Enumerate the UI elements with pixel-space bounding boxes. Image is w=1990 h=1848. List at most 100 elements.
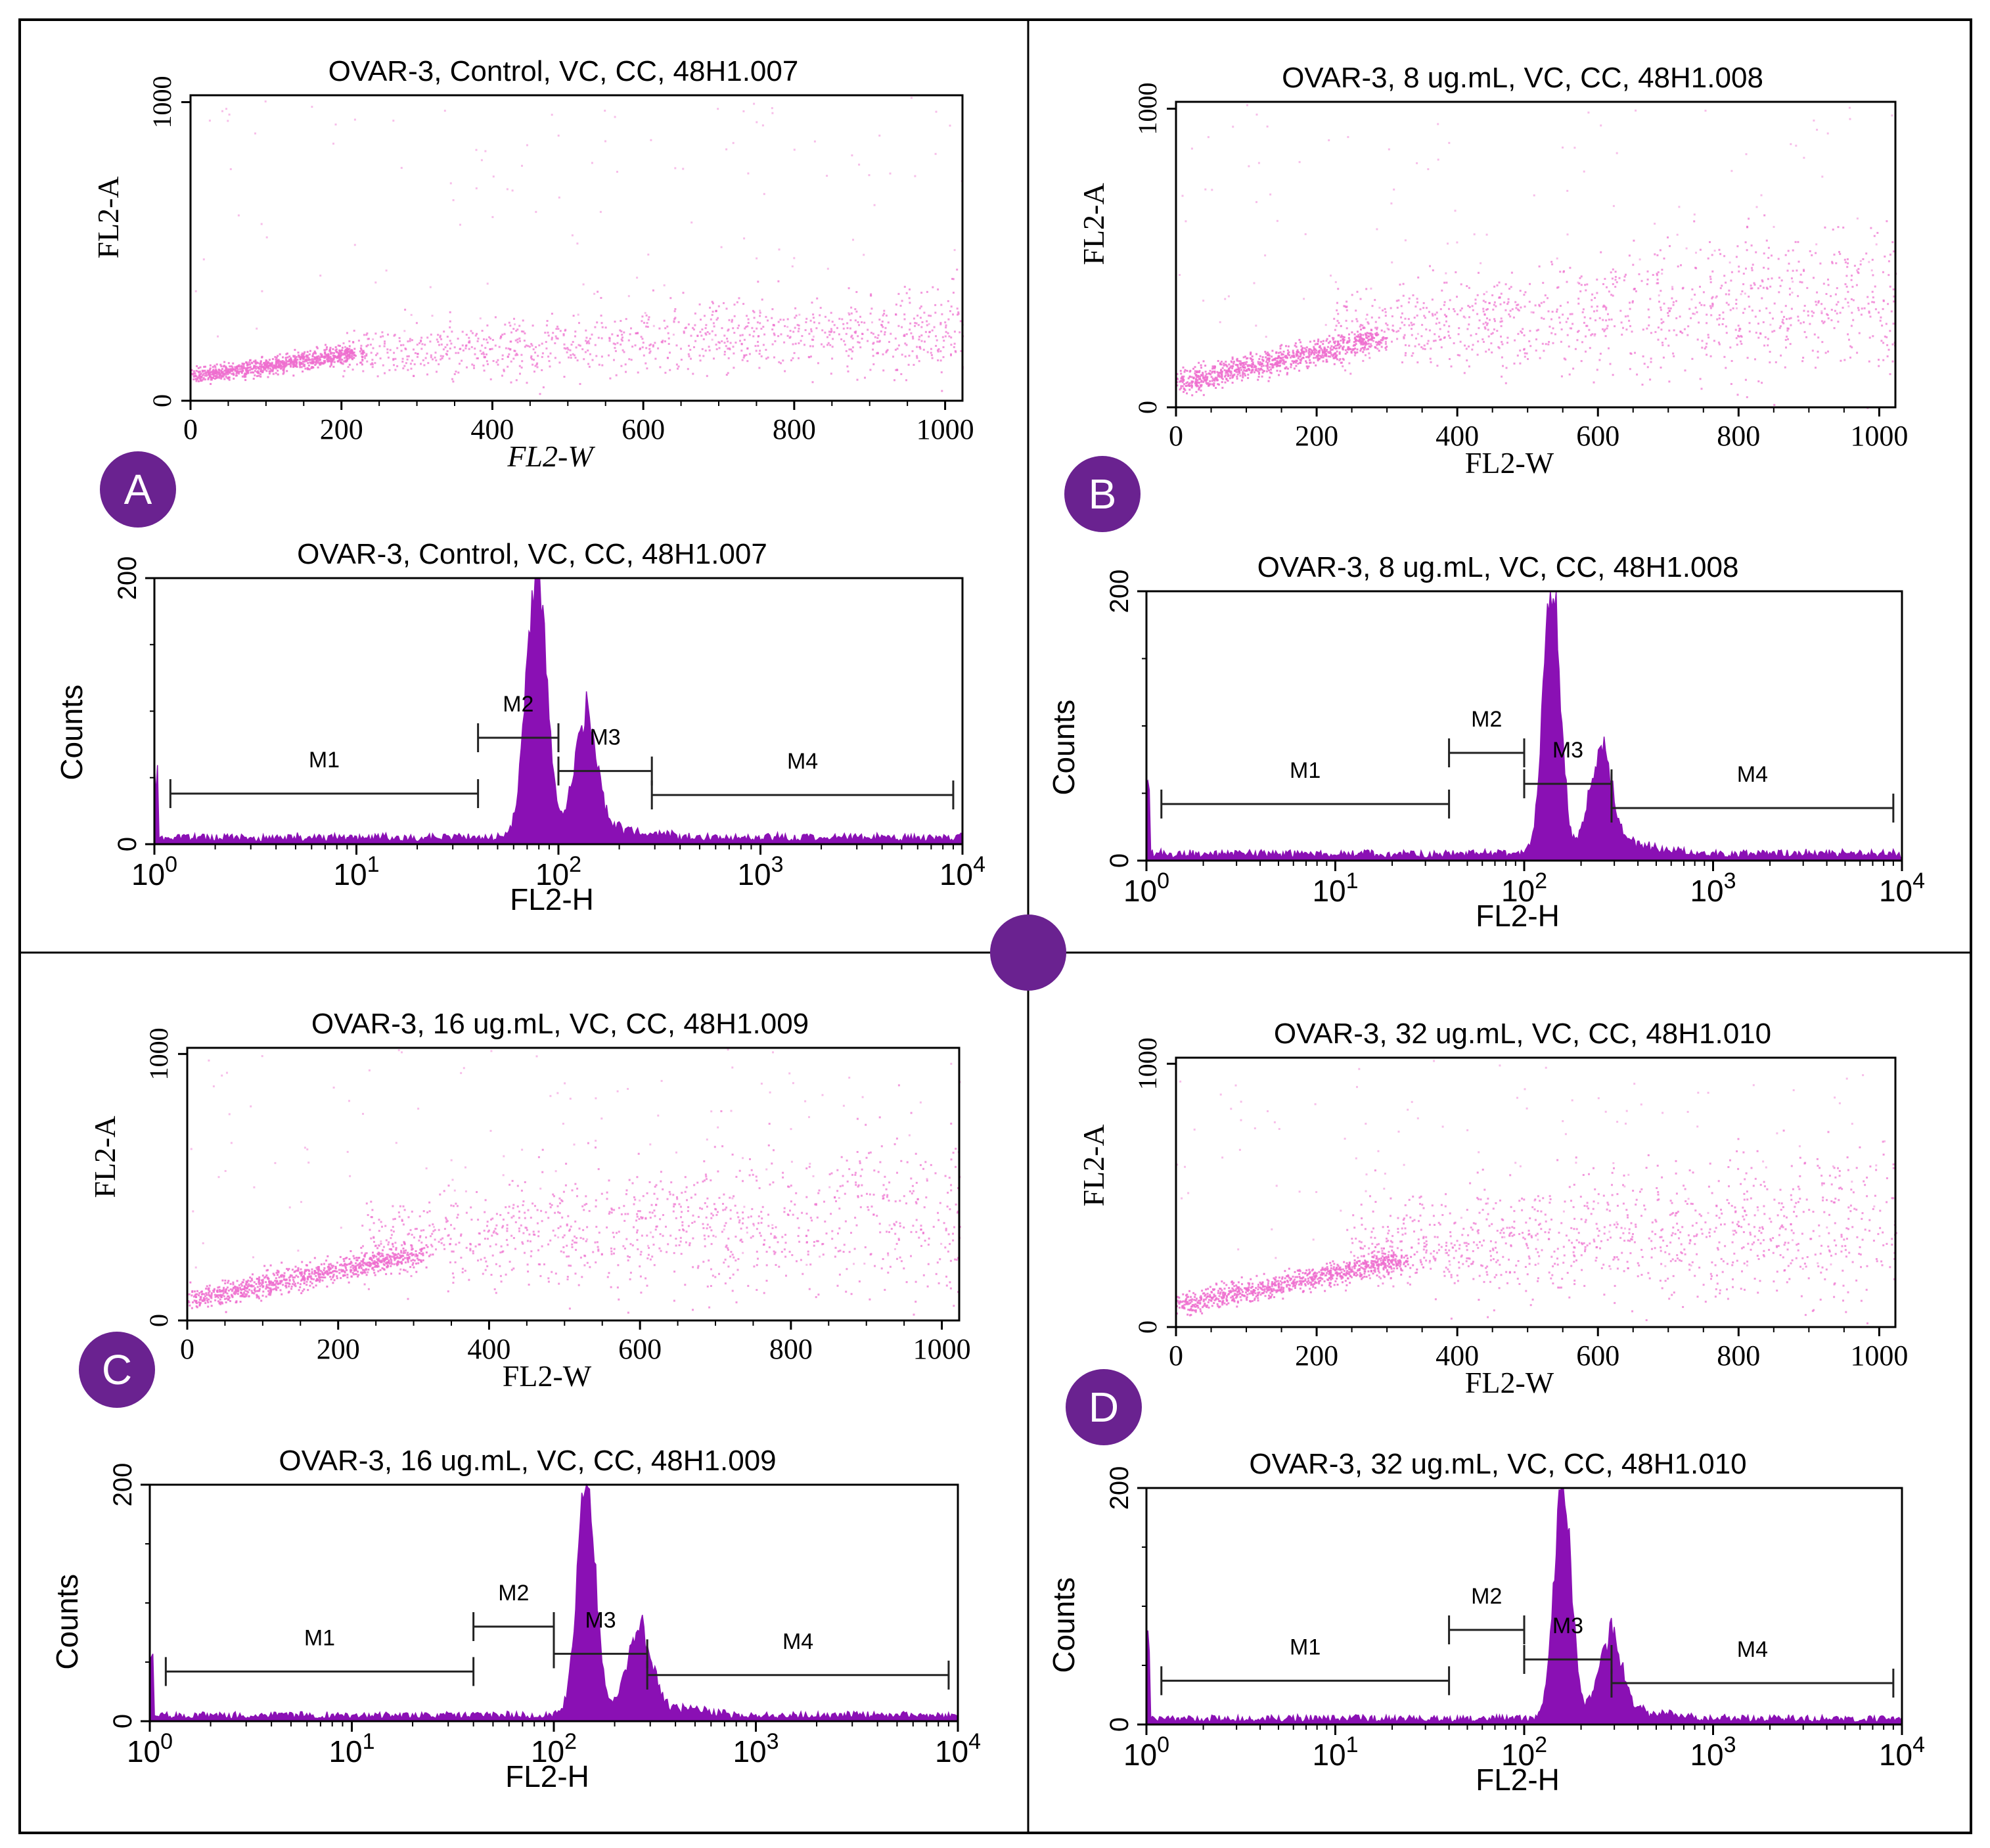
scatter-point — [269, 1287, 272, 1290]
scatter-point — [1847, 290, 1849, 293]
scatter-point — [798, 313, 801, 316]
scatter-point — [359, 1271, 362, 1274]
scatter-point — [916, 355, 918, 357]
scatter-point — [237, 1286, 239, 1289]
scatter-point — [741, 359, 744, 361]
scatter-point — [1286, 373, 1288, 376]
scatter-point — [903, 318, 906, 321]
histogram-title: OVAR-3, Control, VC, CC, 48H1.007 — [297, 538, 767, 570]
scatter-point — [332, 1282, 334, 1284]
scatter-point — [935, 345, 938, 347]
scatter-point — [939, 350, 942, 353]
scatter-point — [725, 307, 728, 310]
scatter-point — [1339, 358, 1342, 361]
scatter-point — [867, 340, 869, 342]
scatter-point — [360, 361, 363, 364]
scatter-point — [1270, 369, 1272, 371]
scatter-point — [1181, 385, 1184, 388]
scatter-point — [1263, 370, 1265, 372]
scatter-point — [1803, 321, 1805, 324]
scatter-point — [1594, 319, 1596, 322]
scatter-point — [584, 351, 587, 353]
scatter-point — [1880, 340, 1883, 342]
scatter-point — [388, 369, 391, 371]
scatter-point — [635, 332, 637, 334]
scatter-point — [871, 321, 873, 324]
scatter-point — [937, 359, 939, 361]
scatter-point — [756, 327, 758, 330]
scatter-point — [344, 353, 346, 356]
scatter-point — [1284, 361, 1287, 363]
scatter-point — [331, 1267, 334, 1269]
scatter-point — [1568, 345, 1570, 348]
scatter-point — [1676, 233, 1679, 236]
scatter-point — [1842, 306, 1844, 309]
scatter-point — [1754, 315, 1757, 318]
scatter-point — [1730, 383, 1732, 385]
scatter-point — [1845, 285, 1848, 288]
scatter-point — [1195, 376, 1198, 378]
scatter-point — [374, 362, 376, 365]
x-tick-label: 101 — [1312, 868, 1358, 908]
scatter-point — [1789, 293, 1791, 296]
scatter-point — [1319, 346, 1321, 349]
scatter-point — [1593, 381, 1595, 384]
scatter-point — [1265, 365, 1267, 367]
scatter-point — [557, 134, 560, 137]
scatter-point — [1340, 334, 1343, 337]
scatter-point — [564, 348, 567, 350]
scatter-point — [1290, 363, 1292, 366]
scatter-point — [1296, 359, 1298, 362]
scatter-point — [231, 368, 234, 371]
scatter-point — [1513, 362, 1516, 365]
scatter-point — [1524, 352, 1526, 355]
scatter-point — [953, 346, 955, 348]
scatter-point — [315, 359, 318, 362]
scatter-point — [1767, 267, 1770, 270]
scatter-point — [1669, 307, 1672, 309]
scatter-point — [1847, 305, 1850, 307]
scatter-point — [854, 319, 857, 322]
scatter-point — [1391, 328, 1394, 331]
scatter-point — [212, 1290, 215, 1292]
scatter-point — [1378, 343, 1381, 346]
scatter-point — [1300, 357, 1303, 360]
scatter-point — [1709, 305, 1711, 307]
scatter-point — [268, 1292, 271, 1294]
scatter-point — [1355, 335, 1358, 338]
scatter-point — [1851, 346, 1853, 349]
scatter-point — [594, 326, 597, 328]
scatter-point — [1480, 262, 1482, 265]
scatter-point — [459, 348, 461, 350]
scatter-point — [664, 340, 666, 343]
scatter-point — [712, 322, 715, 325]
scatter-point — [579, 344, 581, 347]
scatter-point — [1255, 368, 1257, 370]
scatter-point — [227, 1295, 230, 1297]
scatter-point — [1611, 277, 1614, 280]
scatter-point — [300, 1292, 303, 1294]
scatter-point — [280, 1275, 283, 1278]
scatter-point — [1434, 340, 1437, 342]
scatter-point — [1778, 327, 1781, 329]
scatter-point — [959, 320, 962, 323]
scatter-point — [204, 378, 206, 381]
scatter-point — [302, 358, 305, 361]
scatter-point — [1248, 165, 1250, 168]
scatter-point — [1269, 193, 1272, 196]
scatter-point — [225, 1297, 228, 1300]
scatter-point — [733, 332, 736, 334]
scatter-point — [861, 333, 864, 335]
scatter-point — [1577, 281, 1579, 284]
scatter-point — [731, 319, 733, 321]
scatter-point — [1737, 325, 1740, 327]
scatter-point — [1449, 336, 1451, 339]
scatter-point — [304, 367, 307, 370]
scatter-point — [1834, 293, 1837, 296]
scatter-point — [1707, 257, 1709, 259]
scatter-point — [570, 354, 572, 357]
scatter-point — [459, 223, 461, 226]
x-tick-base: 10 — [131, 857, 165, 891]
scatter-point — [1482, 300, 1485, 302]
scatter-point — [246, 369, 248, 372]
